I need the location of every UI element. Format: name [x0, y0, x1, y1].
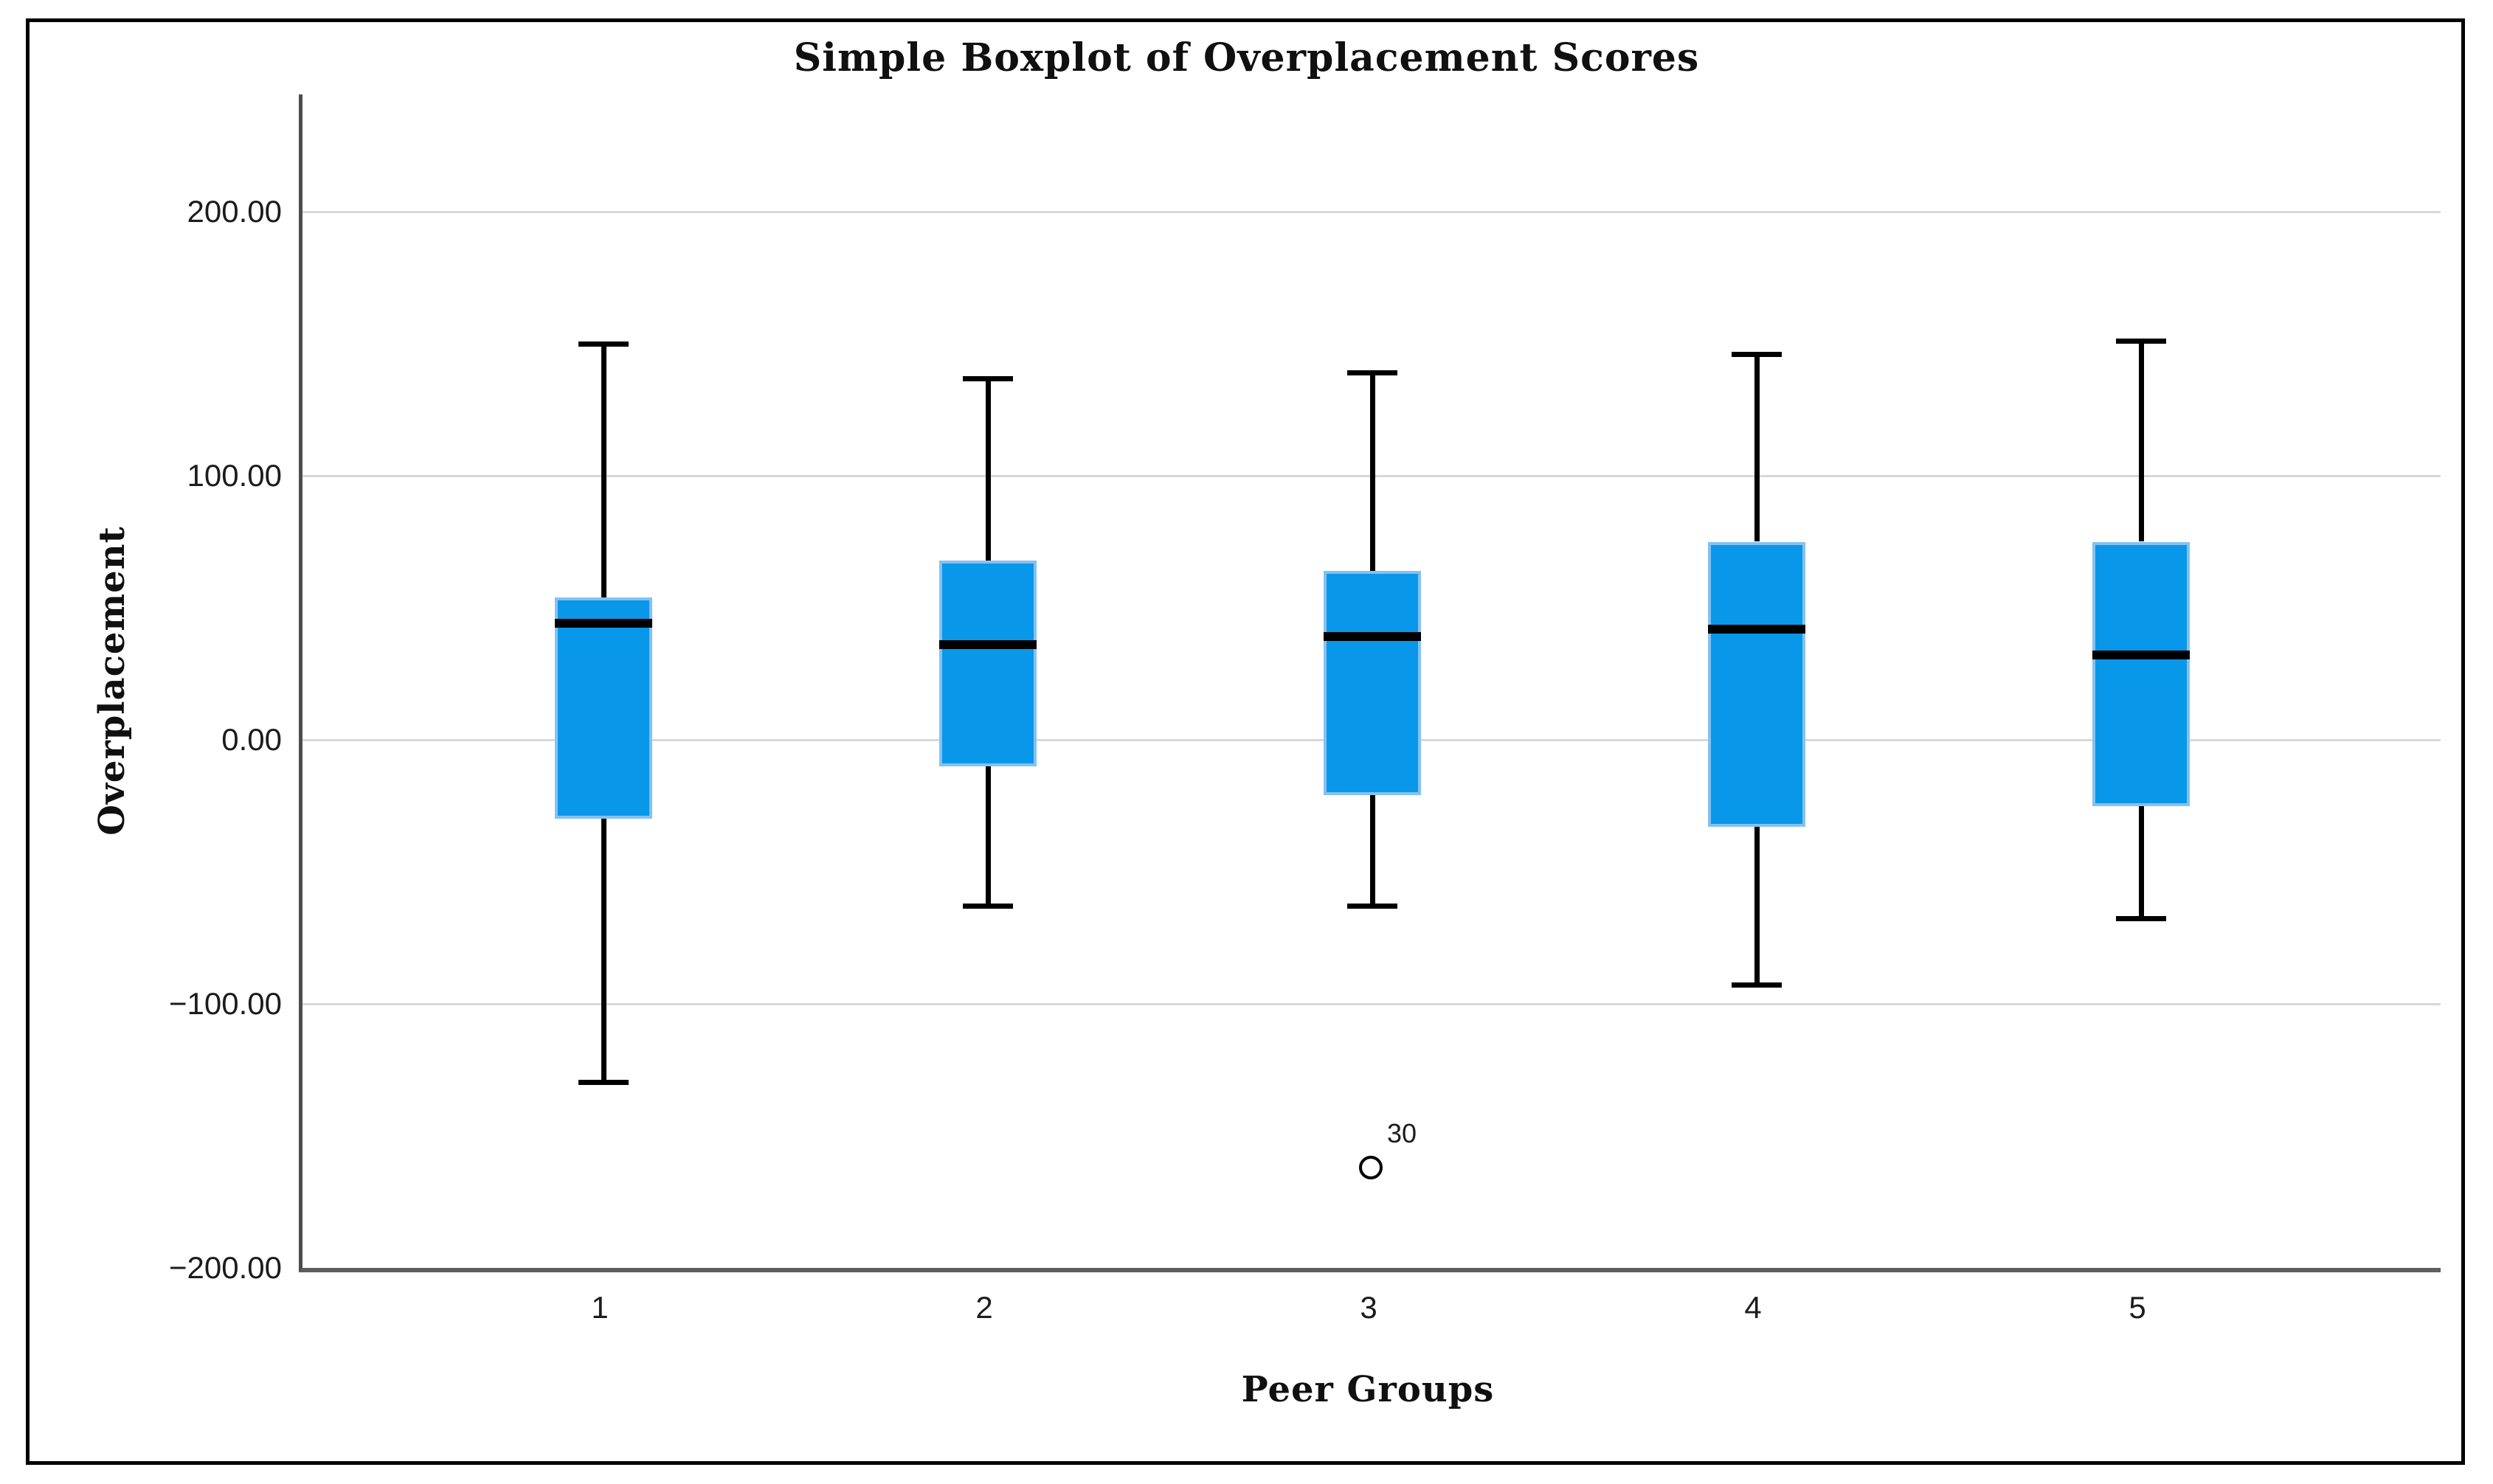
upper-whisker-5: [2139, 341, 2144, 542]
x-axis-title: Peer Groups: [1241, 1369, 1495, 1410]
outlier-point-case-30[interactable]: [1359, 1155, 1383, 1179]
lower-whisker-cap-3: [1347, 903, 1397, 909]
lower-whisker-4: [1754, 827, 1760, 985]
y-tick-label-100: 100.00: [187, 458, 282, 493]
lower-whisker-cap-4: [1732, 982, 1782, 988]
y-tick-label-200: 200.00: [187, 194, 282, 229]
lower-whisker-1: [601, 819, 606, 1083]
iqr-box-3[interactable]: [1324, 570, 1421, 796]
median-line-3: [1324, 632, 1421, 642]
upper-whisker-1: [601, 344, 606, 597]
x-tick-label-3: 3: [1360, 1290, 1377, 1325]
upper-whisker-cap-5: [2116, 339, 2166, 344]
x-tick-label-2: 2: [975, 1290, 993, 1325]
x-tick-label-4: 4: [1744, 1290, 1762, 1325]
iqr-box-4[interactable]: [1708, 541, 1805, 828]
lower-whisker-cap-2: [963, 903, 1013, 909]
outlier-case-label-30: 30: [1387, 1117, 1417, 1148]
upper-whisker-cap-4: [1732, 352, 1782, 358]
gridline-y-200: [302, 211, 2441, 213]
x-tick-label-5: 5: [2129, 1290, 2146, 1325]
iqr-box-2[interactable]: [939, 560, 1037, 766]
upper-whisker-cap-2: [963, 375, 1013, 381]
gridline-y--100: [302, 1003, 2441, 1005]
chart-title: Simple Boxplot of Overplacement Scores: [793, 35, 1700, 80]
lower-whisker-5: [2139, 805, 2144, 920]
y-tick-label--200: −200.00: [169, 1250, 282, 1285]
median-line-1: [555, 619, 652, 628]
lower-whisker-3: [1370, 795, 1375, 906]
upper-whisker-cap-3: [1347, 370, 1397, 376]
median-line-5: [2092, 651, 2190, 660]
y-tick-label--100: −100.00: [169, 986, 282, 1021]
upper-whisker-3: [1370, 372, 1375, 571]
x-tick-label-1: 1: [591, 1290, 609, 1325]
iqr-box-5[interactable]: [2092, 541, 2190, 806]
upper-whisker-4: [1754, 354, 1760, 542]
y-axis-title-text: Overplacement: [91, 526, 133, 836]
lower-whisker-cap-1: [578, 1080, 629, 1086]
upper-whisker-cap-1: [578, 341, 629, 347]
upper-whisker-2: [986, 378, 991, 561]
plot-area[interactable]: 30: [299, 94, 2441, 1272]
iqr-box-1[interactable]: [555, 597, 652, 819]
y-tick-label-0: 0.00: [221, 722, 282, 757]
median-line-4: [1708, 624, 1805, 634]
chart-outer-border: [26, 18, 2465, 1465]
lower-whisker-2: [986, 766, 991, 906]
median-line-2: [939, 640, 1037, 650]
lower-whisker-cap-5: [2116, 916, 2166, 922]
